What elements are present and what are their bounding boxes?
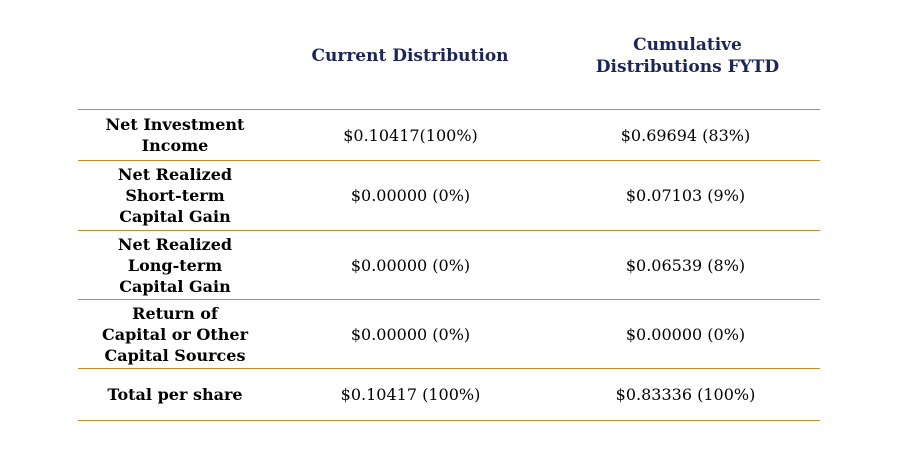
row-label-line: Capital Gain [119,207,231,226]
row-label: Return of Capital or Other Capital Sourc… [78,300,272,368]
cumulative-distribution-value: $0.07103 (9%) [625,186,746,205]
column-header-cumulative-distributions: Cumulative Distributions FYTD [555,34,820,78]
current-distribution-value: $0.00000 (0%) [350,255,471,275]
row-label-line: Total per share [107,385,243,404]
table-rule [78,368,820,369]
current-distribution-value: $0.10417(100%) [343,125,478,145]
table-rule [78,230,820,231]
current-distribution-value: $0.00000 (0%) [350,186,471,205]
table-row-total-per-share: Total per share $0.10417 (100%) $0.83336… [78,369,820,420]
table-row-net-investment-income: Net Investment Income $0.10417(100%) $0.… [78,110,820,160]
row-label: Net Realized Long-term Capital Gain [78,231,272,299]
cumulative-distribution-value: $0.00000 (0%) [625,324,746,344]
row-label-line: Long-term [127,255,223,275]
row-label-line: Net Realized [117,165,233,184]
row-label-line: Capital Gain [119,276,231,296]
table-rule [78,160,820,161]
table-row-return-of-capital: Return of Capital or Other Capital Sourc… [78,300,820,368]
table-rule-top [78,109,820,110]
cumulative-distribution-value: $0.06539 (8%) [625,255,746,275]
row-label-line: Capital or Other [101,324,248,344]
table-rule [78,299,820,300]
row-label: Net Investment Income [78,110,272,160]
row-label-line: Net Realized [117,234,233,254]
column-header-cumulative-line-2: Distributions FYTD [595,57,780,77]
table-rule-bottom [78,420,820,421]
table-row-short-term-capital-gain: Net Realized Short-term Capital Gain $0.… [78,161,820,230]
current-distribution-value: $0.10417 (100%) [340,385,481,404]
table-row-long-term-capital-gain: Net Realized Long-term Capital Gain $0.0… [78,231,820,299]
current-distribution-value: $0.00000 (0%) [350,324,471,344]
row-label: Net Realized Short-term Capital Gain [78,161,272,230]
row-label-line: Capital Sources [104,345,246,365]
column-header-current-distribution: Current Distribution [311,46,509,66]
cumulative-distribution-value: $0.83336 (100%) [615,385,756,404]
row-label-line: Short-term [125,186,225,205]
row-label-line: Net Investment [105,115,245,134]
row-label: Total per share [78,369,272,420]
cumulative-distribution-value: $0.69694 (83%) [620,125,751,145]
row-label-line: Return of [132,303,218,323]
row-label-line: Income [141,136,209,155]
column-header-cumulative-line-1: Cumulative [633,35,742,55]
